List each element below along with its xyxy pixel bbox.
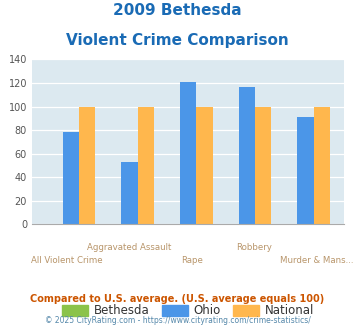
Text: © 2025 CityRating.com - https://www.cityrating.com/crime-statistics/: © 2025 CityRating.com - https://www.city… xyxy=(45,316,310,325)
Bar xyxy=(121,162,138,224)
Text: Aggravated Assault: Aggravated Assault xyxy=(87,243,171,251)
Bar xyxy=(297,117,314,224)
Bar xyxy=(255,107,272,224)
Bar xyxy=(239,86,255,224)
Text: Compared to U.S. average. (U.S. average equals 100): Compared to U.S. average. (U.S. average … xyxy=(31,294,324,304)
Legend: Bethesda, Ohio, National: Bethesda, Ohio, National xyxy=(58,300,319,322)
Text: 2009 Bethesda: 2009 Bethesda xyxy=(113,3,242,18)
Bar xyxy=(138,107,154,224)
Text: Murder & Mans...: Murder & Mans... xyxy=(280,256,354,265)
Text: Rape: Rape xyxy=(181,256,203,265)
Bar xyxy=(196,107,213,224)
Bar xyxy=(180,82,196,224)
Text: Robbery: Robbery xyxy=(236,243,272,251)
Text: All Violent Crime: All Violent Crime xyxy=(31,256,103,265)
Bar xyxy=(314,107,330,224)
Bar xyxy=(79,107,95,224)
Bar xyxy=(62,132,79,224)
Text: Violent Crime Comparison: Violent Crime Comparison xyxy=(66,33,289,48)
